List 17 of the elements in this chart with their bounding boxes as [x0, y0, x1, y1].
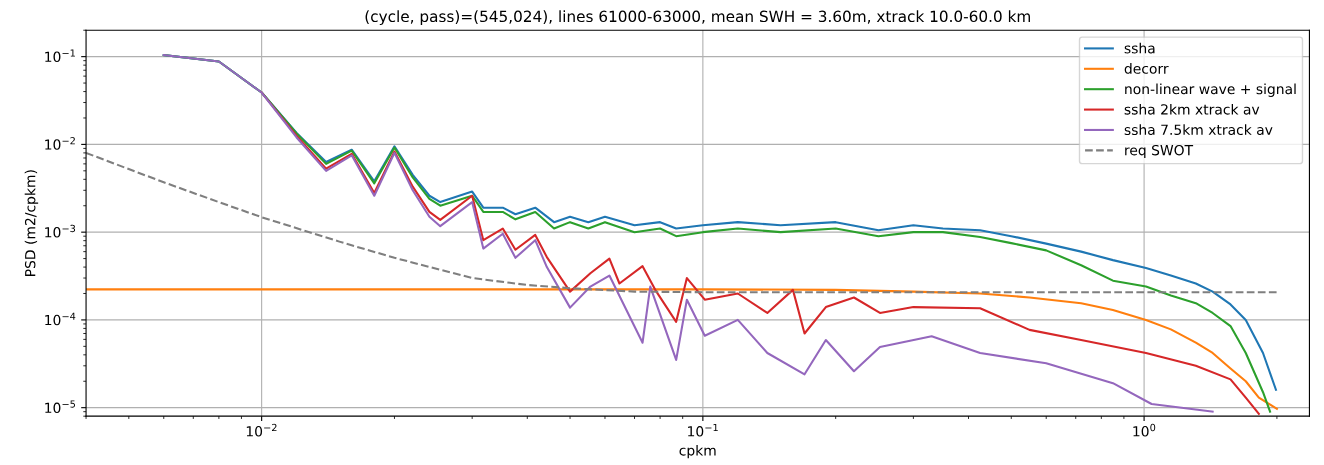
y-axis-title: PSD (m2/cpkm)	[24, 170, 39, 276]
legend-label: non-linear wave + signal	[1125, 83, 1296, 97]
y-tick-label: 10$^{−2}$	[45, 137, 75, 150]
legend-label: decorr	[1124, 63, 1169, 74]
chart-title: (cycle, pass)=(545,024), lines 61000-63000, mean SWH = 3.60m, xtrack 10.0-60.0 km	[365, 10, 1030, 26]
y-tick-label: 10$^{−1}$	[45, 49, 75, 63]
y-tick-label: 10$^{−5}$	[45, 400, 75, 414]
legend-label: ssha	[1124, 42, 1155, 54]
x-axis-title: cpkm	[679, 444, 716, 459]
y-tick-label: 10$^{−3}$	[45, 224, 76, 238]
legend-label: ssha 7.5km xtrack av	[1124, 124, 1273, 136]
legend-label: req SWOT	[1125, 144, 1194, 159]
legend-label: ssha 2km xtrack av	[1124, 103, 1260, 115]
x-tick-label: 10$^{−2}$	[246, 423, 277, 437]
x-tick-label: 10$^{0}$	[1133, 423, 1156, 437]
x-tick-label: 10$^{−1}$	[688, 423, 718, 437]
y-tick-label: 10$^{−4}$	[45, 312, 76, 326]
